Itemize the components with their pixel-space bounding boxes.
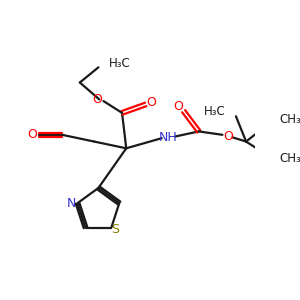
Text: O: O — [174, 100, 184, 112]
Text: S: S — [112, 223, 119, 236]
Text: O: O — [224, 130, 233, 143]
Text: H₃C: H₃C — [204, 105, 226, 118]
Text: N: N — [67, 196, 76, 210]
Text: CH₃: CH₃ — [280, 113, 300, 126]
Text: CH₃: CH₃ — [280, 152, 300, 165]
Text: O: O — [147, 96, 157, 109]
Text: O: O — [93, 93, 103, 106]
Text: H₃C: H₃C — [109, 57, 130, 70]
Text: O: O — [28, 128, 38, 141]
Text: NH: NH — [159, 131, 178, 144]
